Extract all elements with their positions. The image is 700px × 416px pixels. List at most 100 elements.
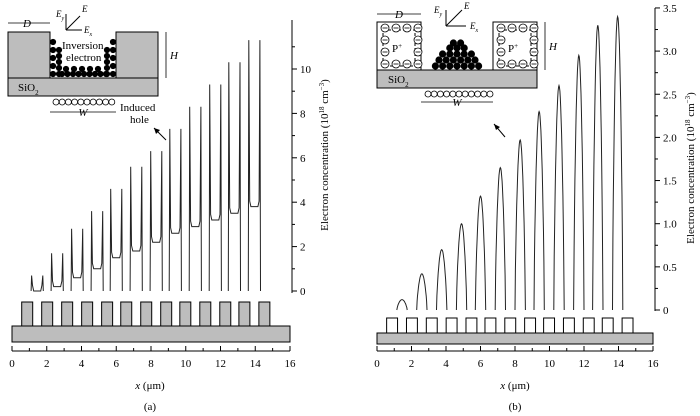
y-tick-label: 0: [300, 286, 306, 298]
x-tick-label: 12: [579, 358, 590, 370]
x-tick-label: 10: [180, 358, 192, 370]
gate-electrode: [21, 301, 34, 327]
electron-dot: [49, 62, 57, 70]
hole-dot: [58, 98, 66, 106]
electron-dot: [86, 70, 93, 78]
panel-a: 0 2 4 6 8 10 12 14 16 x (μm) (a) 0 2 4 6 8 10 Electro…: [7, 4, 331, 413]
gate-electrode: [160, 301, 173, 327]
y-tick-label: 10: [300, 64, 312, 76]
electron-dot: [49, 38, 57, 46]
inset-a-pointer-arrowhead: [154, 128, 160, 134]
electron-dot: [103, 58, 111, 66]
x-tick-label: 6: [114, 358, 120, 370]
electron-dot: [49, 54, 57, 62]
electron-dot: [453, 50, 461, 58]
electron-dot: [471, 56, 479, 64]
hole-dot: [108, 98, 116, 106]
x-axis-label-a: x (μm): [134, 380, 165, 392]
electron-dot: [103, 64, 111, 72]
x-tick-label: 4: [443, 358, 449, 370]
y-tick-label: 3.0: [663, 46, 677, 58]
electron-dot: [457, 56, 465, 64]
electron-dot: [55, 64, 63, 72]
electron-dot: [439, 50, 447, 58]
electron-dot: [103, 52, 111, 60]
x-tick-label: 6: [478, 358, 484, 370]
electron-dot: [453, 62, 461, 70]
electron-dot: [109, 46, 117, 54]
x-tick-label: 2: [44, 358, 50, 370]
electron-dot: [460, 62, 468, 70]
hole-dot: [480, 90, 488, 98]
electron-dot: [75, 70, 82, 78]
inset-a-e-arrow: [65, 15, 81, 31]
x-tick-label: 0: [9, 358, 15, 370]
electron-dot: [55, 58, 63, 66]
gate-electrode: [179, 301, 192, 327]
y-tick-label: 2.0: [663, 132, 677, 144]
inset-a-inversion-label-1: Inversion: [62, 40, 104, 52]
hole-dot: [96, 98, 103, 106]
substrate-a: [11, 325, 291, 343]
electron-dot: [103, 46, 111, 54]
electron-dot: [97, 70, 104, 78]
hole-dot: [424, 90, 432, 98]
gate-electrode: [601, 317, 614, 334]
gate-electrode: [543, 317, 556, 334]
hole-dot: [71, 98, 78, 106]
inset-b-d-label: D: [394, 9, 403, 21]
electron-dot: [460, 44, 468, 52]
inset-a-d-label: D: [22, 18, 31, 30]
electron-dot: [49, 70, 57, 78]
electron-dot: [446, 50, 454, 58]
gate-electrode: [621, 317, 634, 334]
hole-dot: [65, 98, 72, 106]
inset-a-induced-label-1: Induced: [120, 102, 156, 114]
x-ticks-b: 0 2 4 6 8 10 12 14 16: [374, 346, 659, 370]
electron-dot: [94, 65, 102, 73]
inset-a-h-label: H: [169, 50, 179, 62]
electron-dot: [109, 70, 117, 78]
panel-label-a: (a): [144, 401, 157, 413]
electron-dot: [86, 65, 94, 73]
x-tick-label: 16: [285, 358, 297, 370]
inset-a-induced-label-2: hole: [130, 114, 149, 126]
electron-dot: [70, 65, 78, 73]
y-axis-label-b: Electron concentration (1018 cm−3): [684, 92, 697, 244]
y-tick-label: 3.5: [663, 3, 677, 15]
gate-electrode: [199, 301, 212, 327]
inset-a-w-label: W: [78, 107, 88, 119]
x-tick-label: 10: [544, 358, 556, 370]
gate-electrode: [504, 317, 517, 334]
x-tick-label: 4: [79, 358, 85, 370]
y-tick-label: 0.5: [663, 262, 677, 274]
electron-dot: [62, 65, 70, 73]
electron-dot: [446, 62, 454, 70]
electron-dot: [464, 56, 472, 64]
electron-dot: [439, 62, 447, 70]
concentration-curve-b: [396, 14, 624, 311]
gate-electrode: [425, 317, 438, 334]
hole-dot: [102, 98, 109, 106]
inset-b-sio2: SiO2: [388, 74, 409, 89]
x-tick-label: 12: [215, 358, 226, 370]
inset-b-electrons: [431, 39, 483, 70]
inset-a-gate-left: [7, 31, 51, 79]
inset-b-e-arrow: [445, 9, 463, 27]
hole-dot: [89, 98, 97, 106]
y-ticks-b: 0 0.5 1.0 1.5 2.0 2.5 3.0 3.5: [655, 3, 677, 317]
electron-dot: [55, 52, 63, 60]
hole-dot: [443, 90, 451, 98]
y-tick-label: 2.5: [663, 89, 677, 101]
electron-dot: [64, 70, 71, 78]
inset-b-acceptors: [380, 23, 539, 69]
y-ticks-a: 0 2 4 6 8 10: [292, 46, 312, 298]
inset-b-h-label: H: [548, 41, 558, 53]
x-tick-label: 2: [409, 358, 415, 370]
inset-a-e-label: E: [81, 4, 88, 14]
gate-electrode: [258, 301, 271, 327]
electron-dot: [431, 62, 439, 70]
inset-b-holes: [424, 90, 494, 98]
electron-dot: [467, 50, 475, 58]
gate-electrode: [445, 317, 458, 334]
